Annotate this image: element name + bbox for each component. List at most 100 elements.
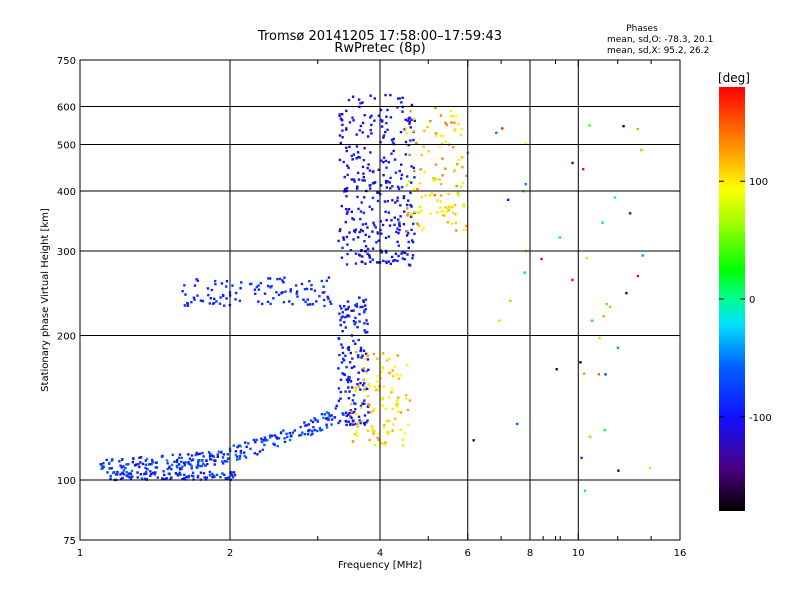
data-point [366, 331, 369, 334]
data-point [213, 463, 216, 466]
data-point [349, 409, 352, 412]
data-point [327, 418, 330, 422]
data-point [405, 394, 408, 397]
data-point [282, 301, 286, 304]
data-point [306, 433, 310, 436]
data-point [369, 116, 372, 119]
data-point [390, 391, 393, 394]
data-point [217, 450, 220, 453]
data-point [381, 352, 385, 355]
data-point [169, 478, 172, 481]
data-point [238, 455, 242, 458]
data-point [403, 251, 407, 255]
data-point [276, 444, 279, 448]
data-point [206, 463, 209, 466]
data-point [307, 423, 311, 426]
data-point [450, 115, 453, 118]
data-point [221, 293, 225, 297]
data-point [109, 474, 112, 478]
data-point [163, 473, 166, 477]
data-point [102, 462, 105, 465]
data-point [323, 291, 326, 294]
data-point [198, 452, 201, 455]
data-point [196, 474, 200, 478]
data-point [361, 305, 364, 309]
data-point [413, 210, 417, 214]
data-point [109, 477, 112, 481]
data-point [127, 463, 130, 466]
data-point [208, 470, 212, 474]
data-point [410, 212, 413, 215]
data-point [455, 114, 458, 118]
data-point [260, 437, 263, 440]
data-point [181, 478, 184, 481]
y-tick-label: 500 [57, 141, 76, 152]
data-point [202, 462, 205, 465]
data-point [362, 367, 366, 370]
data-point [195, 278, 198, 281]
data-point [342, 160, 345, 164]
data-point [462, 205, 466, 208]
data-point [430, 192, 434, 195]
data-point [316, 429, 319, 433]
colorbar-tick-label: -100 [749, 413, 772, 424]
data-point [421, 228, 424, 232]
data-point [126, 475, 130, 478]
data-point [338, 312, 341, 315]
data-point [412, 138, 415, 142]
data-point [357, 98, 361, 101]
data-point [368, 205, 371, 208]
data-point [316, 419, 319, 423]
data-point [209, 452, 212, 456]
data-point [119, 473, 122, 476]
data-point [179, 473, 182, 476]
data-point [453, 121, 456, 124]
data-point [400, 177, 403, 180]
data-point [362, 300, 365, 304]
data-point [269, 436, 272, 439]
data-point [234, 291, 238, 295]
data-point [266, 439, 269, 442]
data-point [371, 208, 374, 211]
data-point [407, 143, 410, 147]
data-point [225, 280, 229, 283]
data-point [354, 262, 358, 265]
data-point [366, 247, 370, 251]
y-tick-label: 300 [57, 247, 76, 258]
data-point [501, 127, 504, 130]
data-point [122, 473, 126, 476]
data-point [105, 458, 108, 462]
data-point [524, 142, 527, 145]
data-point [366, 395, 370, 398]
data-point [354, 252, 358, 255]
data-point [359, 210, 363, 213]
data-point [571, 278, 574, 282]
data-point [128, 476, 131, 479]
data-point [377, 438, 380, 442]
data-point [338, 229, 341, 233]
data-point [401, 438, 404, 441]
data-point [387, 235, 391, 238]
data-point [342, 238, 346, 241]
data-point [347, 208, 351, 211]
data-point [370, 123, 373, 127]
data-point [155, 461, 158, 464]
data-point [411, 254, 415, 257]
data-point [350, 309, 353, 312]
data-point [389, 262, 392, 265]
data-point [180, 456, 183, 460]
data-point [170, 463, 174, 467]
data-point [347, 386, 350, 389]
data-point [349, 351, 352, 355]
data-point [180, 467, 183, 471]
y-tick-label: 600 [57, 103, 76, 114]
data-point [185, 475, 188, 478]
data-point [239, 449, 243, 453]
data-point [387, 161, 390, 164]
data-point [180, 460, 183, 463]
data-point [422, 145, 425, 148]
data-point [330, 423, 333, 426]
data-point [125, 470, 128, 474]
data-point [362, 389, 365, 393]
data-point [399, 411, 403, 414]
